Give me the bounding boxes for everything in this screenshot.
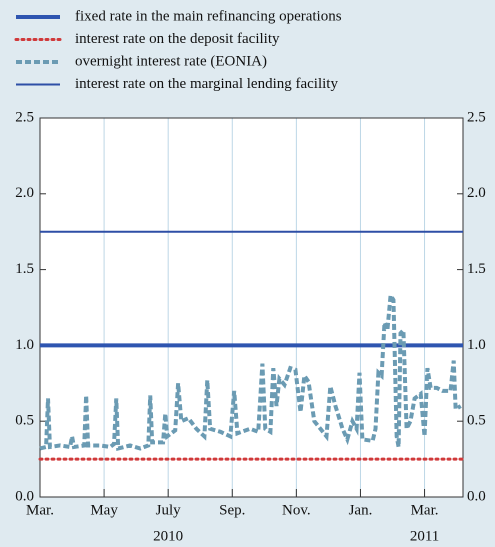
y2-tick-label: 2.0 — [467, 185, 486, 201]
plot-frame — [39, 117, 464, 498]
x-tick-label: Mar. — [26, 502, 54, 518]
legend-label: overnight interest rate (EONIA) — [75, 53, 267, 69]
y2-tick-label: 1.5 — [467, 261, 486, 277]
legend-label: fixed rate in the main refinancing opera… — [75, 8, 342, 24]
legend-label: interest rate on the deposit facility — [75, 31, 280, 47]
y-tick-label: 2.0 — [15, 185, 34, 201]
x-tick-label: Nov. — [282, 502, 311, 518]
x-tick-label: Jan. — [349, 502, 373, 518]
x-tick-label: July — [156, 502, 182, 518]
y-tick-label: 2.5 — [15, 109, 34, 125]
legend-label: interest rate on the marginal lending fa… — [75, 76, 338, 92]
x-tick-label: Mar. — [411, 502, 439, 518]
y-tick-label: 1.0 — [15, 337, 34, 353]
y2-tick-label: 1.0 — [467, 337, 486, 353]
y2-tick-label: 2.5 — [467, 109, 486, 125]
y-tick-label: 0.5 — [15, 413, 34, 429]
y2-tick-label: 0.0 — [467, 488, 486, 504]
x-tick-label: May — [90, 502, 118, 518]
year-label: 2010 — [153, 528, 183, 544]
y-tick-label: 1.5 — [15, 261, 34, 277]
year-label: 2011 — [410, 528, 439, 544]
x-tick-label: Sep. — [219, 502, 245, 518]
y-tick-label: 0.0 — [15, 488, 34, 504]
series-line — [39, 289, 462, 452]
y2-tick-label: 0.5 — [467, 413, 486, 429]
